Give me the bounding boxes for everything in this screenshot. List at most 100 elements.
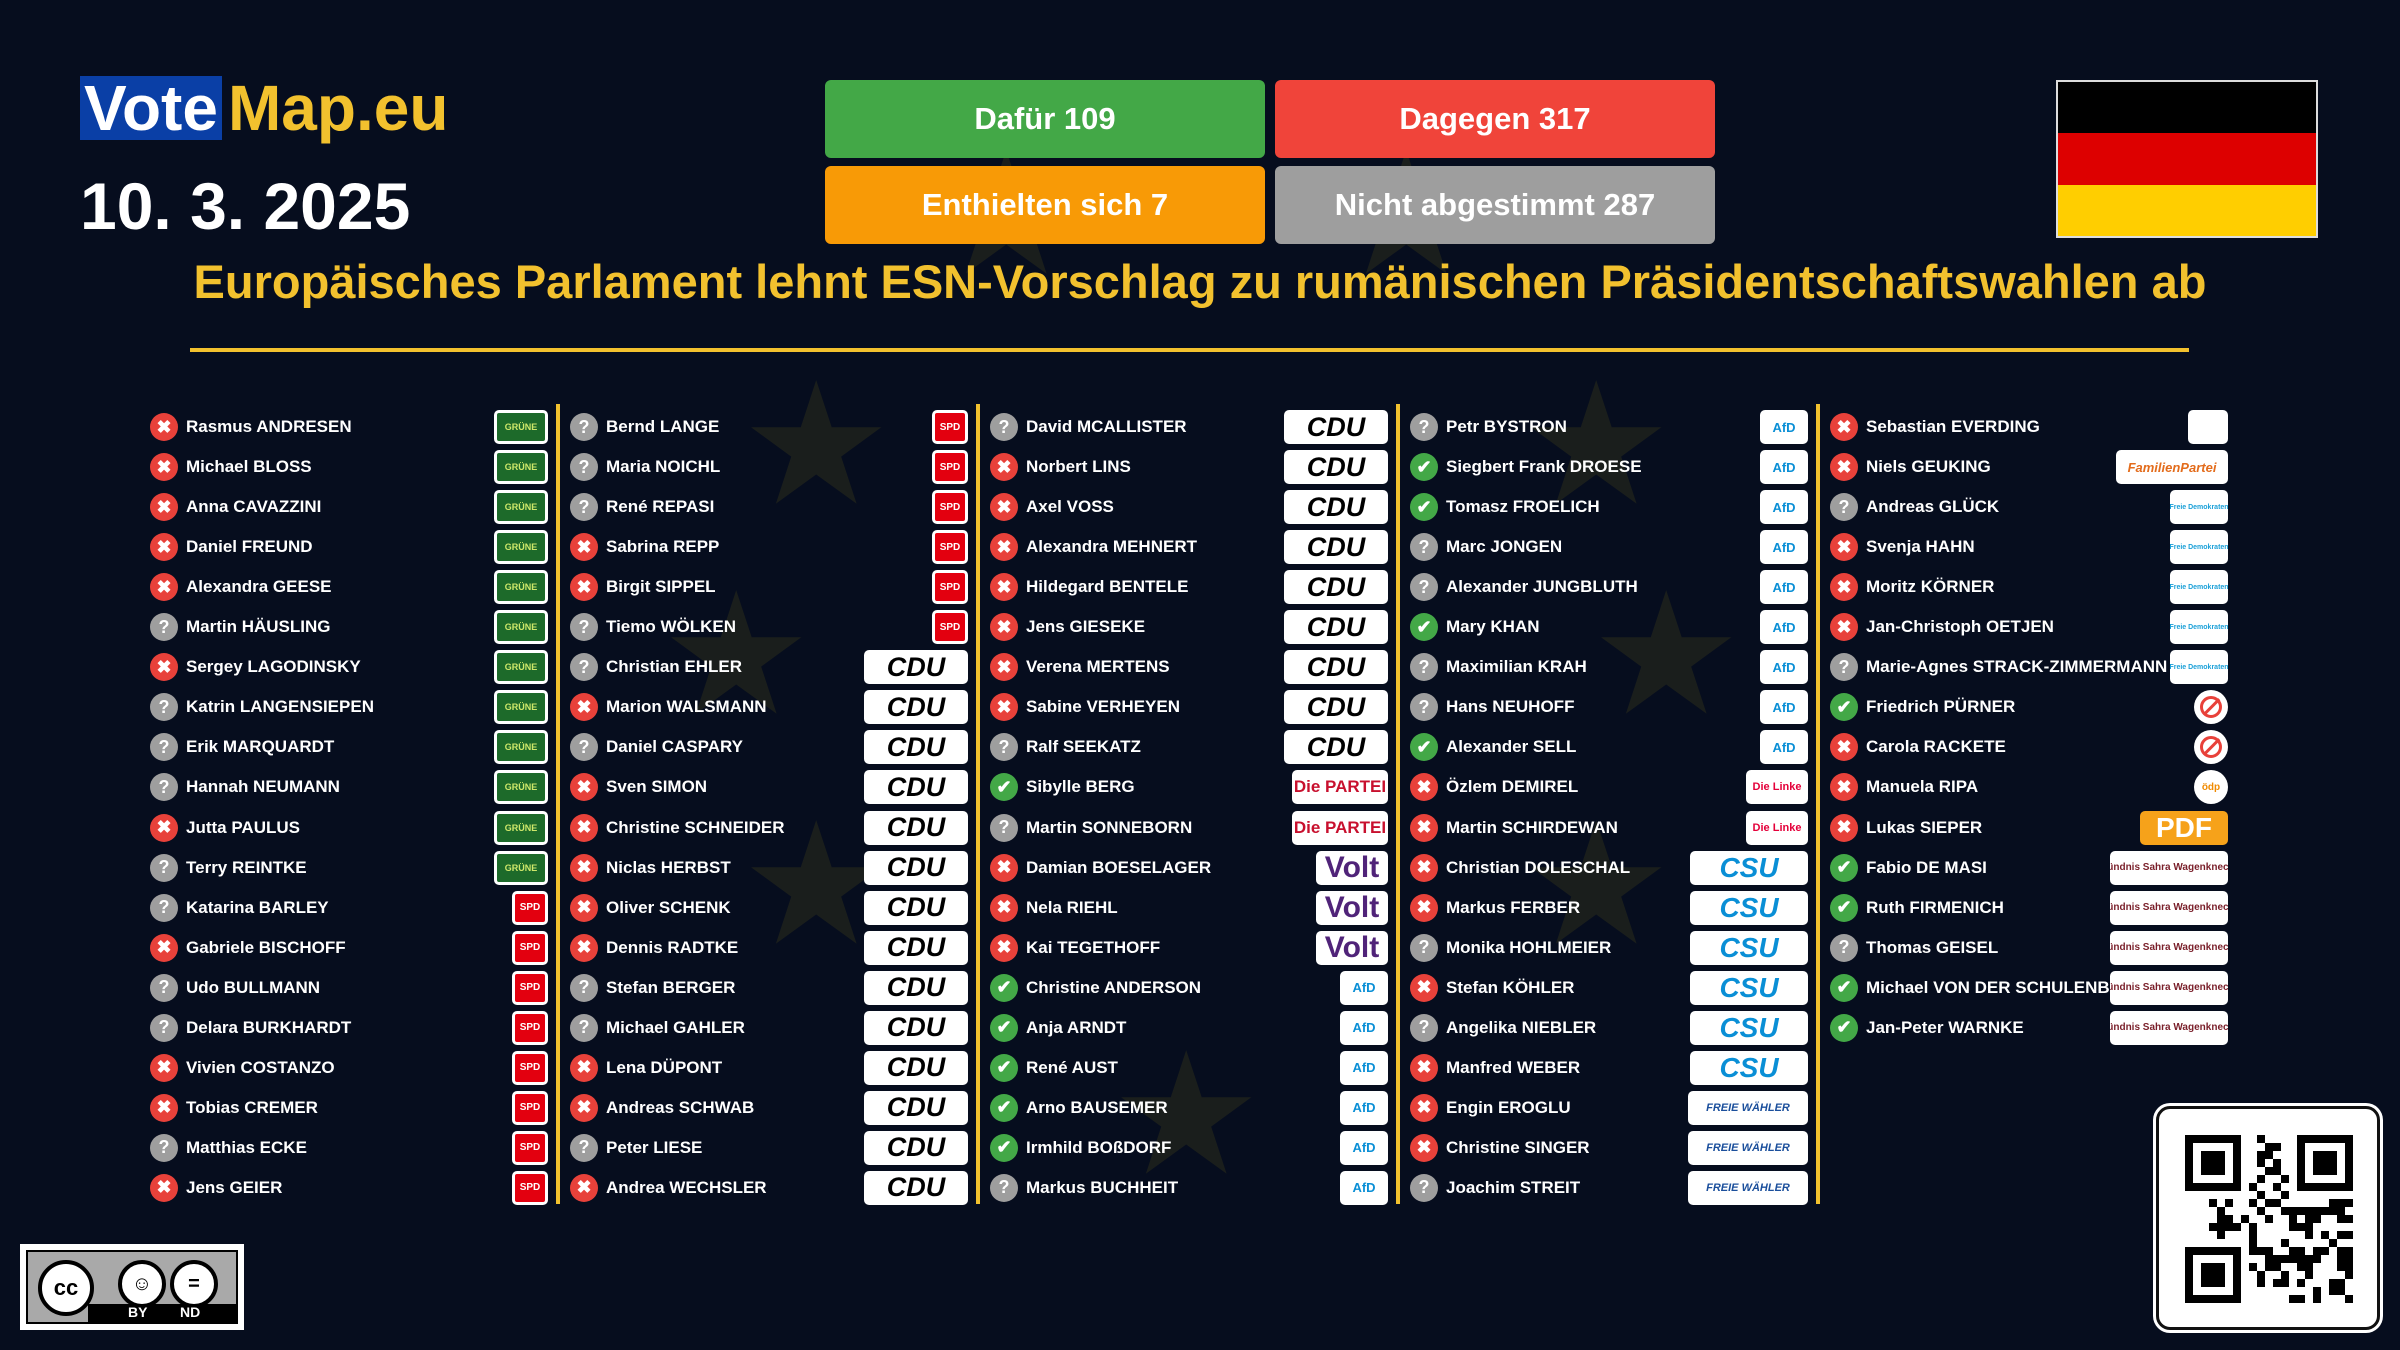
mep-row[interactable]: ✖ Sabrina REPP SPD	[570, 530, 968, 565]
mep-row[interactable]: ✔ Alexander SELL AfD	[1410, 730, 1808, 765]
mep-row[interactable]: ✖ Manfred WEBER CSU	[1410, 1050, 1808, 1085]
mep-row[interactable]: ✖ Verena MERTENS CDU	[990, 650, 1388, 685]
mep-row[interactable]: ✖ Özlem DEMIREL Die Linke	[1410, 770, 1808, 805]
mep-row[interactable]: ? Udo BULLMANN SPD	[150, 970, 548, 1005]
mep-row[interactable]: ✔ Tomasz FROELICH AfD	[1410, 490, 1808, 525]
mep-row[interactable]: ? René REPASI SPD	[570, 490, 968, 525]
mep-row[interactable]: ? Matthias ECKE SPD	[150, 1130, 548, 1165]
mep-row[interactable]: ? Erik MARQUARDT GRÜNE	[150, 730, 548, 765]
mep-row[interactable]: ? Delara BURKHARDT SPD	[150, 1010, 548, 1045]
mep-row[interactable]: ✖ Jutta PAULUS GRÜNE	[150, 810, 548, 845]
mep-row[interactable]: ✖ Axel VOSS CDU	[990, 490, 1388, 525]
party-logo-bsw: Bündnis Sahra Wagenknecht	[2110, 850, 2228, 885]
mep-row[interactable]: ✖ Kai TEGETHOFF Volt	[990, 930, 1388, 965]
mep-row[interactable]: ✖ Birgit SIPPEL SPD	[570, 570, 968, 605]
mep-row[interactable]: ✖ Andrea WECHSLER CDU	[570, 1170, 968, 1205]
mep-row[interactable]: ✖ Carola RACKETE	[1830, 730, 2228, 765]
mep-row[interactable]: ✖ Manuela RIPA ödp	[1830, 770, 2228, 805]
mep-row[interactable]: ✖ Hildegard BENTELE CDU	[990, 570, 1388, 605]
mep-row[interactable]: ✖ Andreas SCHWAB CDU	[570, 1090, 968, 1125]
mep-row[interactable]: ✖ Christine SINGER FREIE WÄHLER	[1410, 1130, 1808, 1165]
mep-row[interactable]: ✖ Svenja HAHN Freie Demokraten	[1830, 530, 2228, 565]
mep-row[interactable]: ✖ Anna CAVAZZINI GRÜNE	[150, 490, 548, 525]
mep-row[interactable]: ✖ Sven SIMON CDU	[570, 770, 968, 805]
mep-row[interactable]: ? Ralf SEEKATZ CDU	[990, 730, 1388, 765]
mep-row[interactable]: ✔ Friedrich PÜRNER	[1830, 690, 2228, 725]
mep-row[interactable]: ? Bernd LANGE SPD	[570, 410, 968, 444]
mep-row[interactable]: ✖ Rasmus ANDRESEN GRÜNE	[150, 410, 548, 444]
mep-row[interactable]: ✔ Siegbert Frank DROESE AfD	[1410, 450, 1808, 485]
mep-row[interactable]: ✔ Anja ARNDT AfD	[990, 1010, 1388, 1045]
mep-row[interactable]: ? Terry REINTKE GRÜNE	[150, 850, 548, 885]
mep-row[interactable]: ? Maria NOICHL SPD	[570, 450, 968, 485]
mep-row[interactable]: ✔ Mary KHAN AfD	[1410, 610, 1808, 645]
mep-row[interactable]: ✖ Norbert LINS CDU	[990, 450, 1388, 485]
mep-row[interactable]: ✖ Vivien COSTANZO SPD	[150, 1050, 548, 1085]
mep-row[interactable]: ? Joachim STREIT FREIE WÄHLER	[1410, 1170, 1808, 1205]
mep-row[interactable]: ? Petr BYSTRON AfD	[1410, 410, 1808, 444]
mep-row[interactable]: ✖ Jens GEIER SPD	[150, 1170, 548, 1205]
mep-row[interactable]: ✖ Christine SCHNEIDER CDU	[570, 810, 968, 845]
mep-row[interactable]: ✖ Lena DÜPONT CDU	[570, 1050, 968, 1085]
mep-row[interactable]: ✖ Oliver SCHENK CDU	[570, 890, 968, 925]
mep-row[interactable]: ? Andreas GLÜCK Freie Demokraten	[1830, 490, 2228, 525]
mep-row[interactable]: ✖ Tobias CREMER SPD	[150, 1090, 548, 1125]
mep-row[interactable]: ✖ Moritz KÖRNER Freie Demokraten	[1830, 570, 2228, 605]
mep-row[interactable]: ✖ Daniel FREUND GRÜNE	[150, 530, 548, 565]
mep-row[interactable]: ✖ Alexandra MEHNERT CDU	[990, 530, 1388, 565]
cc-license-badge[interactable]: cc ☺ = BY ND	[20, 1244, 244, 1330]
mep-row[interactable]: ✖ Alexandra GEESE GRÜNE	[150, 570, 548, 605]
mep-row[interactable]: ? Hannah NEUMANN GRÜNE	[150, 770, 548, 805]
mep-row[interactable]: ✖ Gabriele BISCHOFF SPD	[150, 930, 548, 965]
mep-row[interactable]: ? Tiemo WÖLKEN SPD	[570, 610, 968, 645]
qr-code-icon[interactable]	[2156, 1106, 2380, 1330]
mep-row[interactable]: ✖ Lukas SIEPER PDF	[1830, 810, 2228, 845]
mep-row[interactable]: ? Marie-Agnes STRACK-ZIMMERMANN Freie Demo…	[1830, 650, 2228, 685]
mep-row[interactable]: ✖ Michael BLOSS GRÜNE	[150, 450, 548, 485]
mep-row[interactable]: ? David MCALLISTER CDU	[990, 410, 1388, 444]
mep-row[interactable]: ✖ Dennis RADTKE CDU	[570, 930, 968, 965]
mep-row[interactable]: ✖ Sebastian EVERDING	[1830, 410, 2228, 444]
mep-row[interactable]: ? Alexander JUNGBLUTH AfD	[1410, 570, 1808, 605]
mep-row[interactable]: ? Christian EHLER CDU	[570, 650, 968, 685]
mep-row[interactable]: ✖ Sabine VERHEYEN CDU	[990, 690, 1388, 725]
mep-row[interactable]: ✔ Fabio DE MASI Bündnis Sahra Wagenknecht	[1830, 850, 2228, 885]
mep-row[interactable]: ✖ Markus FERBER CSU	[1410, 890, 1808, 925]
mep-row[interactable]: ? Daniel CASPARY CDU	[570, 730, 968, 765]
mep-row[interactable]: ? Stefan BERGER CDU	[570, 970, 968, 1005]
mep-row[interactable]: ? Maximilian KRAH AfD	[1410, 650, 1808, 685]
site-logo[interactable]: Vote Map.eu	[80, 76, 448, 140]
mep-row[interactable]: ✖ Christian DOLESCHAL CSU	[1410, 850, 1808, 885]
mep-row[interactable]: ✖ Martin SCHIRDEWAN Die Linke	[1410, 810, 1808, 845]
mep-row[interactable]: ? Thomas GEISEL Bündnis Sahra Wagenknecht	[1830, 930, 2228, 965]
mep-row[interactable]: ? Monika HOHLMEIER CSU	[1410, 930, 1808, 965]
mep-row[interactable]: ? Hans NEUHOFF AfD	[1410, 690, 1808, 725]
mep-row[interactable]: ✖ Niclas HERBST CDU	[570, 850, 968, 885]
mep-row[interactable]: ✔ Michael VON DER SCHULENBURGBündnis Sahr…	[1830, 970, 2228, 1005]
mep-row[interactable]: ? Martin SONNEBORN Die PARTEI	[990, 810, 1388, 845]
mep-row[interactable]: ✖ Engin EROGLU FREIE WÄHLER	[1410, 1090, 1808, 1125]
mep-row[interactable]: ✔ René AUST AfD	[990, 1050, 1388, 1085]
mep-row[interactable]: ? Peter LIESE CDU	[570, 1130, 968, 1165]
mep-row[interactable]: ? Markus BUCHHEIT AfD	[990, 1170, 1388, 1205]
mep-row[interactable]: ✔ Irmhild BOßDORF AfD	[990, 1130, 1388, 1165]
mep-row[interactable]: ✖ Stefan KÖHLER CSU	[1410, 970, 1808, 1005]
mep-row[interactable]: ✔ Sibylle BERG Die PARTEI	[990, 770, 1388, 805]
mep-row[interactable]: ✖ Jens GIESEKE CDU	[990, 610, 1388, 645]
mep-row[interactable]: ✔ Jan-Peter WARNKE Bündnis Sahra Wagenknec…	[1830, 1010, 2228, 1045]
mep-row[interactable]: ✔ Arno BAUSEMER AfD	[990, 1090, 1388, 1125]
mep-row[interactable]: ✖ Jan-Christoph OETJEN Freie Demokraten	[1830, 610, 2228, 645]
mep-row[interactable]: ✖ Damian BOESELAGER Volt	[990, 850, 1388, 885]
mep-row[interactable]: ✖ Marion WALSMANN CDU	[570, 690, 968, 725]
mep-row[interactable]: ? Katarina BARLEY SPD	[150, 890, 548, 925]
mep-row[interactable]: ? Katrin LANGENSIEPEN GRÜNE	[150, 690, 548, 725]
mep-row[interactable]: ✖ Niels GEUKING FamilienPartei	[1830, 450, 2228, 485]
mep-row[interactable]: ? Angelika NIEBLER CSU	[1410, 1010, 1808, 1045]
mep-row[interactable]: ? Martin HÄUSLING GRÜNE	[150, 610, 548, 645]
mep-row[interactable]: ✖ Nela RIEHL Volt	[990, 890, 1388, 925]
mep-row[interactable]: ? Michael GAHLER CDU	[570, 1010, 968, 1045]
mep-row[interactable]: ✖ Sergey LAGODINSKY GRÜNE	[150, 650, 548, 685]
mep-row[interactable]: ? Marc JONGEN AfD	[1410, 530, 1808, 565]
mep-row[interactable]: ✔ Ruth FIRMENICH Bündnis Sahra Wagenknecht	[1830, 890, 2228, 925]
mep-row[interactable]: ✔ Christine ANDERSON AfD	[990, 970, 1388, 1005]
